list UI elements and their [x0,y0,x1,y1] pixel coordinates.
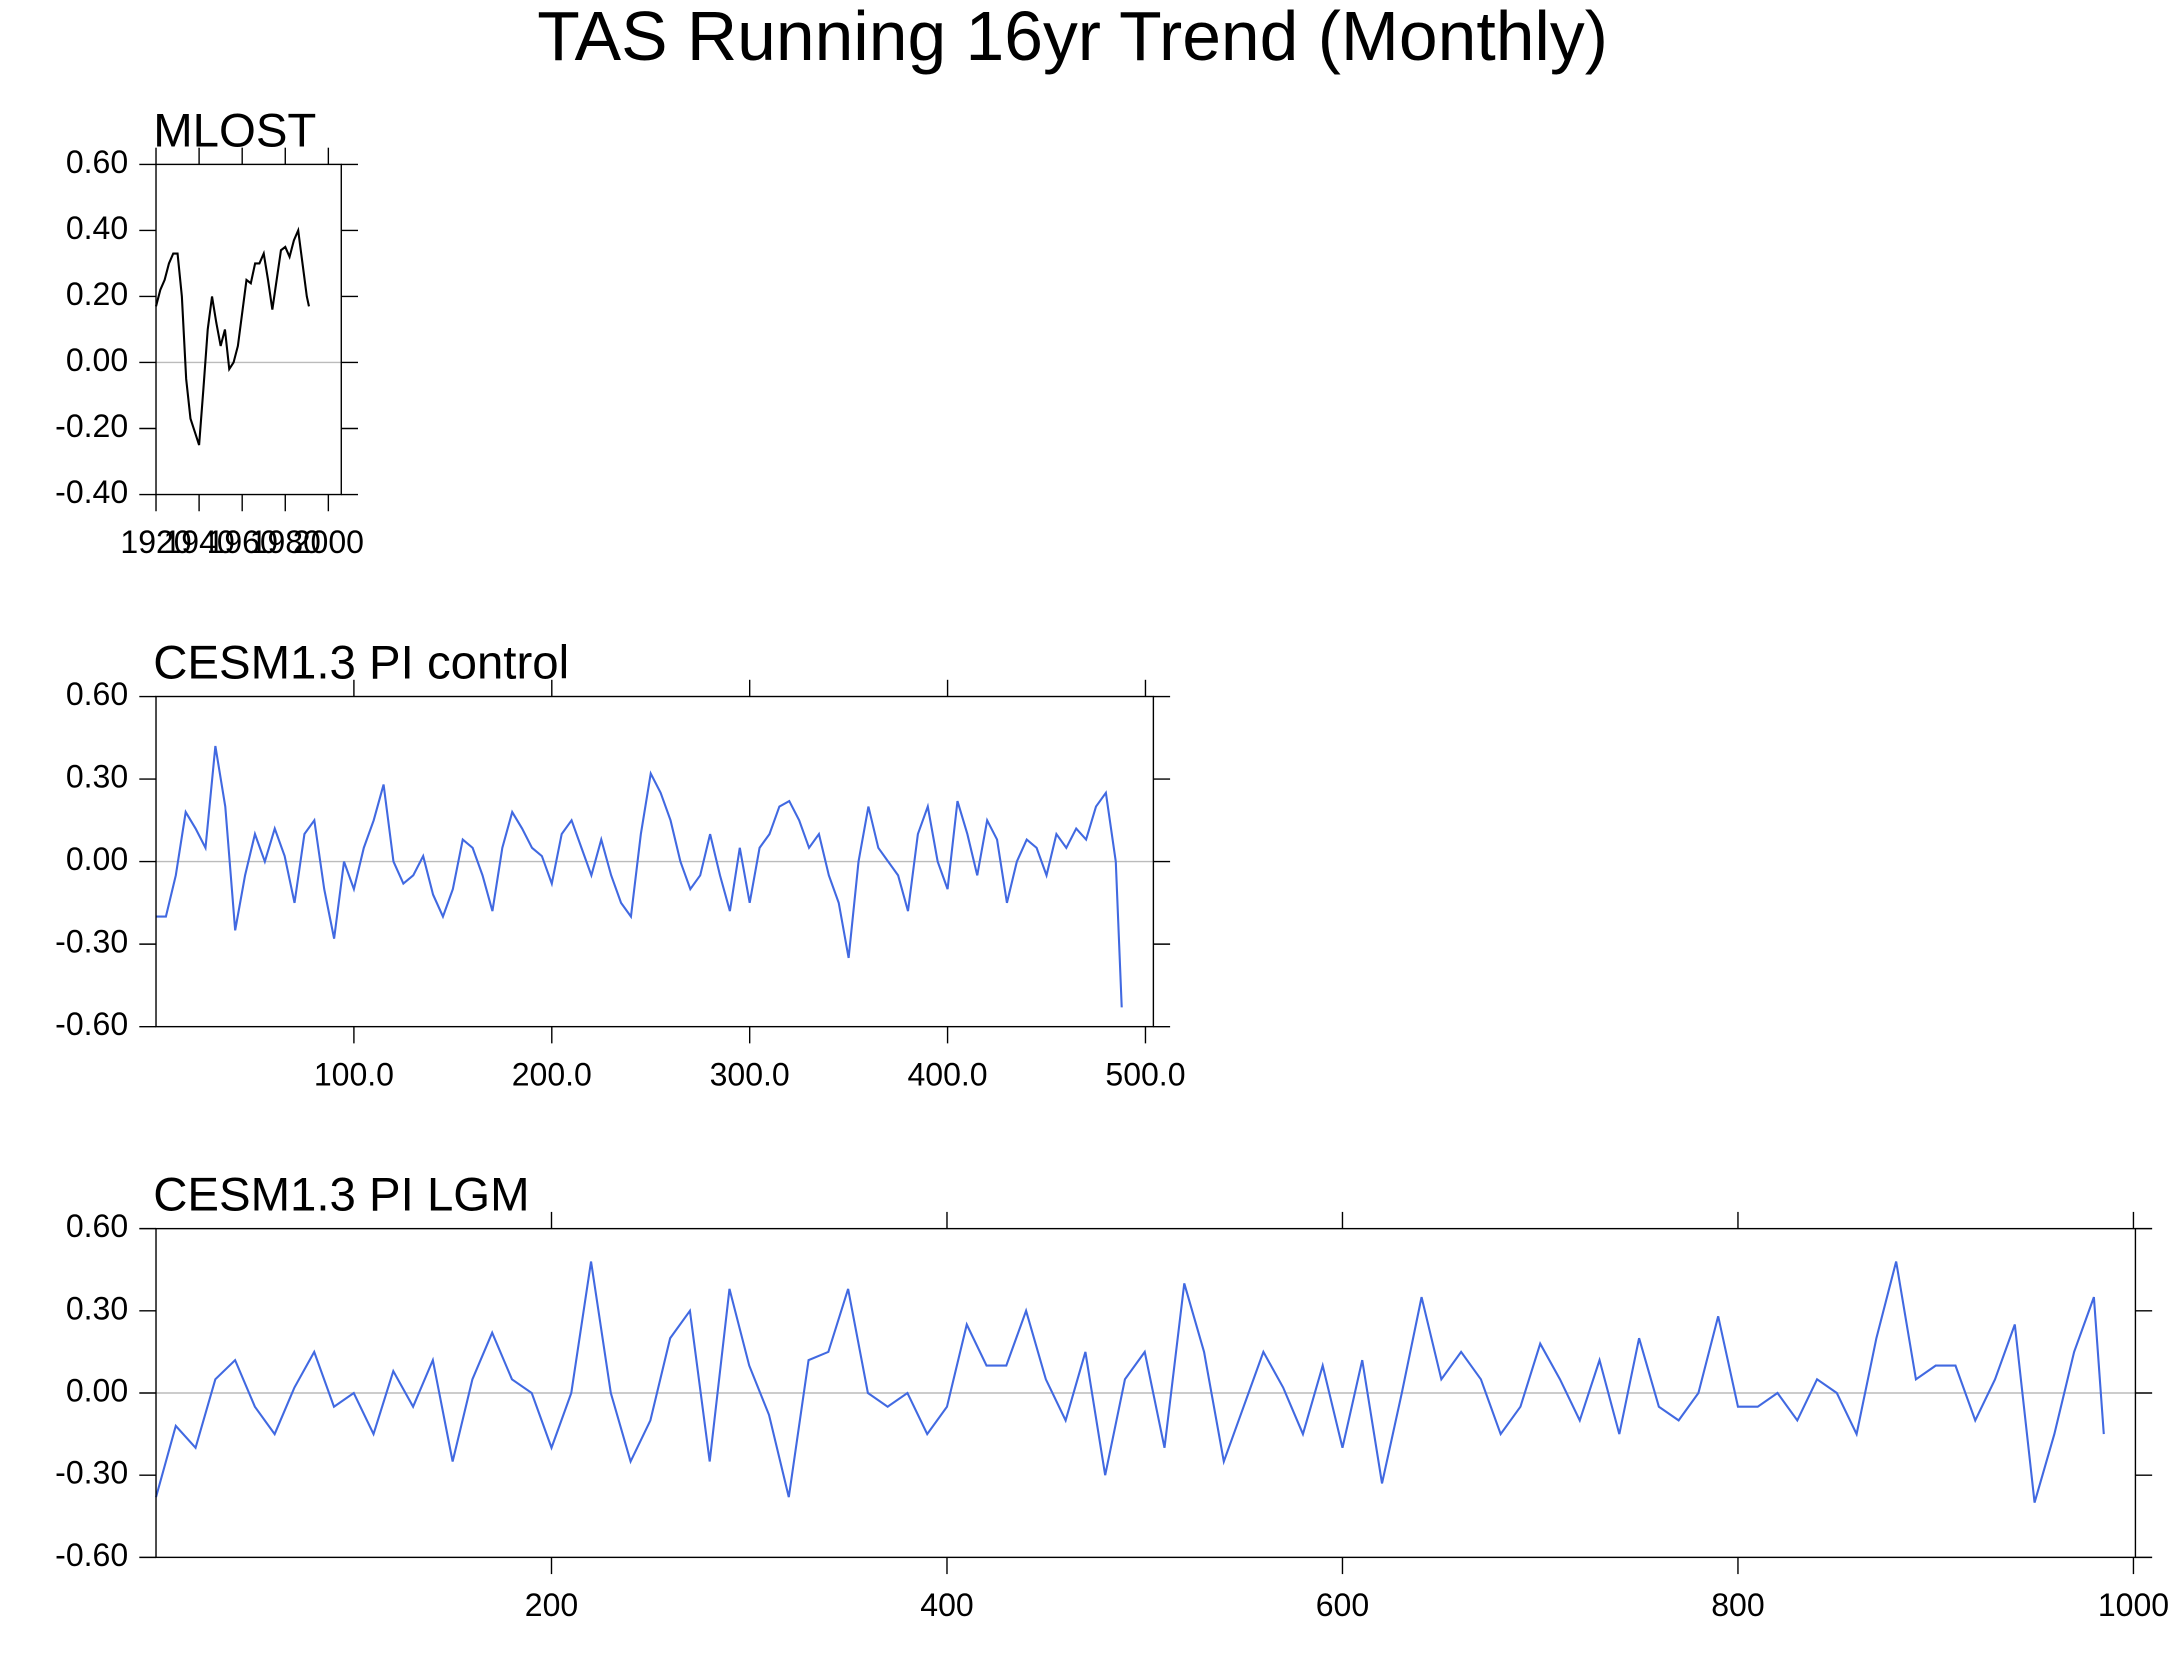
x-tick-label: 100.0 [314,1056,394,1092]
data-line [156,745,1123,1008]
data-line [155,1261,2105,1503]
y-tick-label: 0.00 [66,1372,128,1408]
y-tick-label: 0.60 [66,676,128,712]
x-tick-label: 1940 [163,524,234,560]
panel-title: CESM1.3 PI control [153,636,569,689]
figure-title: TAS Running 16yr Trend (Monthly) [537,0,1608,75]
y-tick-label: -0.30 [55,1455,128,1491]
panel-title: MLOST [153,104,316,157]
y-tick-label: -0.60 [55,1537,128,1573]
x-tick-label: 800 [1711,1587,1764,1623]
y-tick-label: -0.60 [55,1006,128,1042]
y-tick-label: 0.40 [66,210,128,246]
y-tick-label: 0.30 [66,1290,128,1326]
y-tick-label: 0.60 [66,144,128,180]
plot-frame [155,163,342,496]
data-line [155,226,310,446]
y-tick-label: 0.60 [66,1208,128,1244]
y-tick-label: 0.00 [66,841,128,877]
y-tick-label: -0.30 [55,924,128,960]
plot-frame [155,695,1155,1028]
y-tick-label: -0.40 [55,474,128,510]
plot-frame [155,1227,2137,1559]
x-tick-label: 500.0 [1105,1056,1185,1092]
x-tick-label: 300.0 [710,1056,790,1092]
x-tick-label: 400.0 [908,1056,988,1092]
x-tick-label: 200 [525,1587,578,1623]
x-tick-label: 400 [920,1587,973,1623]
x-tick-label: 600 [1316,1587,1369,1623]
x-tick-label: 1980 [250,524,321,560]
x-tick-label: 200.0 [512,1056,592,1092]
y-tick-label: 0.20 [66,276,128,312]
y-tick-label: -0.20 [55,408,128,444]
x-tick-label: 1920 [120,524,191,560]
panel-title: CESM1.3 PI LGM [153,1169,529,1222]
y-tick-label: 0.30 [66,759,128,795]
x-tick-label: 1960 [207,524,278,560]
y-tick-label: 0.00 [66,342,128,378]
x-tick-label: 2000 [293,524,364,560]
x-tick-label: 1000 [2098,1587,2169,1623]
